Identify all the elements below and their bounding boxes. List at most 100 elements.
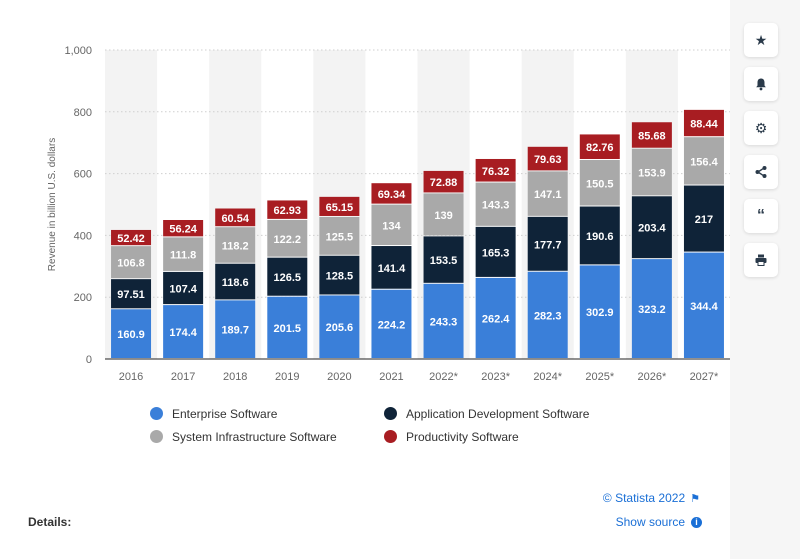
- bar-value-label: 52.42: [117, 233, 145, 245]
- bar-segment[interactable]: [579, 134, 620, 160]
- x-tick-label: 2025*: [585, 371, 614, 383]
- bar-segment[interactable]: [631, 122, 672, 148]
- legend-item-application-development[interactable]: Application Development Software: [384, 405, 664, 422]
- bar-segment[interactable]: [527, 271, 568, 358]
- bar-segment[interactable]: [371, 183, 412, 204]
- y-tick-label: 1,000: [64, 45, 92, 57]
- bar-segment[interactable]: [631, 148, 672, 196]
- bar-segment[interactable]: [423, 236, 464, 283]
- bar-segment[interactable]: [215, 227, 256, 263]
- bar-value-label: 118.2: [222, 240, 249, 252]
- bar-segment[interactable]: [111, 309, 152, 358]
- legend-swatch: [384, 430, 397, 443]
- bar-segment[interactable]: [371, 246, 412, 289]
- bar-value-label: 118.6: [222, 277, 249, 289]
- settings-button[interactable]: ⚙: [744, 111, 778, 145]
- bar-value-label: 344.4: [690, 301, 718, 313]
- bar-segment[interactable]: [371, 204, 412, 246]
- share-button[interactable]: [744, 155, 778, 189]
- notification-button[interactable]: [744, 67, 778, 101]
- bar-value-label: 165.3: [482, 247, 510, 259]
- bar-segment[interactable]: [579, 265, 620, 358]
- bar-segment[interactable]: [111, 229, 152, 246]
- favorite-button[interactable]: ★: [744, 23, 778, 57]
- legend-label: System Infrastructure Software: [172, 429, 337, 444]
- legend-swatch: [150, 430, 163, 443]
- statista-credit-link[interactable]: © Statista 2022 ⚑: [603, 491, 700, 505]
- bar-segment[interactable]: [579, 206, 620, 265]
- bar-segment[interactable]: [475, 277, 516, 358]
- show-source-text: Show source: [615, 515, 685, 529]
- bar-segment[interactable]: [319, 295, 360, 358]
- bar-segment[interactable]: [423, 170, 464, 193]
- chart: 160.9 97.51 106.8 52.42 174.4 107.4 111.8 56.24…: [47, 45, 730, 383]
- x-tick-label: 2019: [275, 371, 299, 383]
- bar-segment[interactable]: [683, 252, 724, 358]
- bar-segment[interactable]: [163, 305, 204, 358]
- bar-value-label: 111.8: [170, 250, 196, 262]
- bar-segment[interactable]: [319, 196, 360, 216]
- side-toolbar: ★ ⚙ “: [744, 23, 780, 287]
- print-icon: [755, 254, 767, 266]
- bar-value-label: 302.9: [586, 307, 614, 319]
- bar-segment[interactable]: [111, 246, 152, 279]
- bar-segment[interactable]: [423, 193, 464, 236]
- bar-segment[interactable]: [631, 196, 672, 259]
- legend-label: Productivity Software: [406, 429, 519, 444]
- legend: Enterprise Software Application Developm…: [150, 405, 670, 445]
- bar-value-label: 128.5: [326, 271, 354, 283]
- bar-segment[interactable]: [527, 171, 568, 216]
- bar-value-label: 243.3: [430, 316, 458, 328]
- data-labels: 160.9 97.51 106.8 52.42 174.4 107.4 111.8 56.24…: [117, 119, 718, 342]
- bar-value-label: 150.5: [586, 178, 614, 190]
- bar-segment[interactable]: [683, 109, 724, 137]
- legend-item-enterprise[interactable]: Enterprise Software: [150, 405, 384, 422]
- bell-icon: [756, 78, 766, 91]
- bar-value-label: 147.1: [534, 189, 562, 201]
- bar-segment[interactable]: [371, 289, 412, 358]
- x-axis-ticks: 2016 2017 2018 2019 2020 2021 2022* 2023* 2024* 2…: [119, 371, 719, 383]
- cite-button[interactable]: “: [744, 199, 778, 233]
- show-source-link[interactable]: Show source i: [616, 515, 702, 529]
- bar-segment[interactable]: [267, 257, 308, 296]
- y-tick-label: 0: [86, 354, 92, 366]
- bar-segment[interactable]: [215, 263, 256, 300]
- bar-segment[interactable]: [527, 216, 568, 271]
- bar-segment[interactable]: [631, 259, 672, 358]
- bar-value-label: 106.8: [117, 258, 145, 270]
- bar-value-label: 203.4: [638, 223, 666, 235]
- bar-segment[interactable]: [319, 255, 360, 295]
- y-tick-label: 200: [74, 292, 92, 304]
- gear-icon: ⚙: [754, 119, 768, 136]
- bar-segment[interactable]: [215, 208, 256, 227]
- bar-segment[interactable]: [267, 296, 308, 358]
- bar-segment[interactable]: [163, 237, 204, 271]
- bar-segment[interactable]: [683, 137, 724, 185]
- share-icon: [755, 166, 767, 178]
- x-tick-label: 2022*: [429, 371, 458, 383]
- bar-segment[interactable]: [319, 216, 360, 255]
- bar-segment[interactable]: [163, 219, 204, 237]
- legend-item-productivity[interactable]: Productivity Software: [384, 428, 664, 445]
- bar-segment[interactable]: [579, 160, 620, 206]
- bar-segment[interactable]: [475, 158, 516, 182]
- bar-segment[interactable]: [527, 146, 568, 171]
- y-axis-ticks: 0 200 400 600 800 1,000: [64, 45, 92, 366]
- x-tick-label: 2016: [119, 371, 143, 383]
- bar-segment[interactable]: [215, 300, 256, 358]
- bar-segment[interactable]: [267, 219, 308, 257]
- bar-value-label: 88.44: [690, 119, 718, 131]
- bar-segment[interactable]: [475, 226, 516, 277]
- bar-segment[interactable]: [475, 182, 516, 226]
- print-button[interactable]: [744, 243, 778, 277]
- bar-segment[interactable]: [163, 271, 204, 305]
- bar-segment[interactable]: [267, 200, 308, 219]
- gridlines: [105, 49, 730, 360]
- chart-card: 160.9 97.51 106.8 52.42 174.4 107.4 111.8 56.24…: [28, 45, 730, 529]
- y-tick-label: 600: [74, 169, 92, 181]
- bar-value-label: 62.93: [274, 205, 302, 217]
- bar-segment[interactable]: [683, 185, 724, 252]
- bar-segment[interactable]: [423, 283, 464, 358]
- bar-segment[interactable]: [111, 279, 152, 309]
- legend-item-system-infrastructure[interactable]: System Infrastructure Software: [150, 428, 384, 445]
